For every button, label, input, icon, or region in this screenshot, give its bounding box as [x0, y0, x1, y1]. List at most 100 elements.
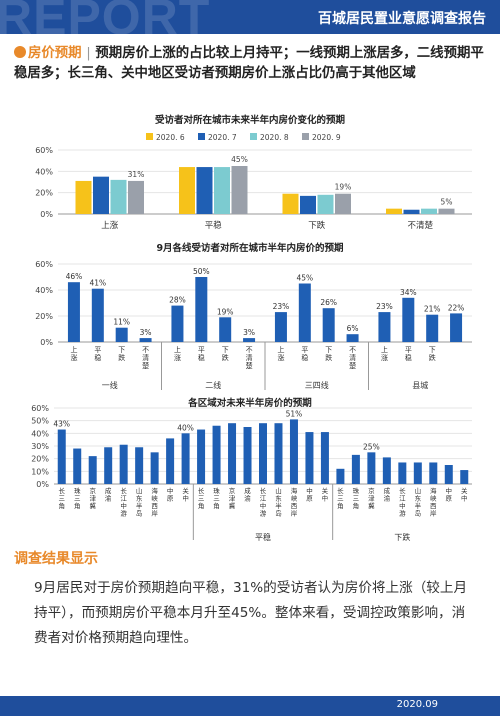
- bar: [139, 338, 152, 342]
- bar: [181, 433, 190, 484]
- data-label: 25%: [363, 442, 380, 451]
- x-tick-label: 上涨: [277, 345, 284, 362]
- header-watermark: REPORT: [0, 0, 211, 34]
- x-tick-label: 中原: [167, 486, 174, 503]
- bar: [398, 462, 407, 484]
- legend-swatch: [250, 133, 257, 140]
- x-tick-label: 珠三角: [213, 486, 220, 510]
- chart-city-tier-expectation: 9月各线受访者对所在城市半年内房价的预期 0% 20% 40% 60% 46% 上涨 41% 平…: [35, 242, 472, 390]
- bar: [196, 167, 213, 214]
- bar: [336, 468, 345, 484]
- y-tick-label: 0%: [36, 480, 49, 489]
- data-label: 23%: [273, 302, 290, 311]
- bar: [67, 282, 80, 342]
- x-tick-label: 关中: [322, 486, 329, 503]
- bar: [212, 425, 221, 484]
- bar: [119, 444, 128, 484]
- x-tick-label: 成渝: [384, 486, 391, 503]
- bar: [403, 209, 420, 214]
- x-tick-label: 长三角: [58, 486, 65, 510]
- summary-text: 9月居民对于房价预期趋向平稳，31%的受访者认为房价将上涨（较上月持平），而预期…: [34, 580, 468, 646]
- data-label: 43%: [53, 420, 70, 429]
- data-label: 45%: [231, 155, 248, 164]
- x-tick-label: 下跌: [222, 346, 229, 362]
- x-tick-label: 上涨: [70, 345, 77, 362]
- bar: [382, 457, 391, 484]
- x-tick-label: 京津冀: [229, 486, 236, 510]
- bullet-dot-icon: [14, 46, 26, 58]
- page-footer: 2020.09: [0, 696, 500, 716]
- x-tick-label: 京津冀: [368, 486, 375, 510]
- bar: [305, 432, 314, 484]
- x-tick-label: 山东半岛: [415, 486, 422, 518]
- y-tick-label: 60%: [35, 146, 53, 155]
- group-label: 二线: [205, 380, 221, 390]
- bar: [179, 167, 195, 214]
- bar: [413, 462, 422, 484]
- y-tick-label: 0%: [40, 338, 53, 347]
- bar: [243, 427, 252, 484]
- x-tick-label: 珠三角: [353, 486, 360, 510]
- data-label: 22%: [448, 303, 465, 312]
- x-tick-label: 平稳: [94, 346, 101, 362]
- group-label: 县城: [412, 381, 428, 390]
- bar: [231, 166, 248, 214]
- bar: [320, 432, 329, 484]
- data-label: 3%: [140, 328, 152, 337]
- legend-swatch: [198, 133, 205, 140]
- y-tick-label: 0%: [40, 210, 53, 219]
- bar: [426, 314, 439, 342]
- legend-swatch: [146, 133, 153, 140]
- bar: [104, 447, 113, 484]
- x-tick-label: 平稳: [205, 220, 223, 231]
- x-tick-label: 长三角: [198, 486, 205, 510]
- x-tick-label: 海峡西岸: [291, 486, 298, 518]
- bar: [171, 305, 184, 342]
- y-tick-label: 40%: [35, 167, 53, 176]
- bar: [135, 447, 144, 484]
- bar: [243, 338, 256, 342]
- y-tick-label: 20%: [35, 189, 53, 198]
- x-tick-label: 海峡西岸: [151, 486, 158, 518]
- bar: [195, 277, 208, 342]
- data-label: 6%: [347, 324, 359, 333]
- data-label: 50%: [193, 267, 210, 276]
- bar: [351, 454, 360, 484]
- y-tick-label: 20%: [31, 455, 49, 464]
- legend-label: 2020. 6: [156, 133, 185, 142]
- x-tick-label: 下跌: [429, 346, 436, 362]
- bar: [166, 438, 175, 484]
- x-tick-label: 长江中游: [260, 486, 267, 518]
- section-title: 调查结果显示: [14, 551, 98, 567]
- bar: [460, 470, 469, 484]
- x-tick-label: 珠三角: [74, 486, 81, 510]
- group-label: 下跌: [394, 532, 410, 542]
- bar: [402, 297, 415, 342]
- x-tick-label: 不清楚: [142, 346, 149, 370]
- chart-title: 各区域对未来半年房价的预期: [187, 397, 312, 409]
- x-tick-label: 不清楚: [407, 220, 433, 231]
- bar: [444, 465, 453, 484]
- bar: [438, 208, 455, 214]
- headline-tag: 房价预期: [28, 46, 82, 61]
- data-label: 46%: [66, 272, 83, 281]
- legend-label: 2020. 9: [312, 133, 341, 142]
- bar: [219, 317, 232, 342]
- bar: [367, 452, 376, 484]
- data-label: 51%: [286, 409, 303, 418]
- data-label: 21%: [424, 305, 441, 314]
- y-tick-label: 60%: [35, 260, 53, 269]
- x-tick-label: 下跌: [308, 220, 326, 231]
- x-tick-label: 海峡西岸: [430, 486, 437, 518]
- x-tick-label: 成渝: [244, 486, 251, 503]
- data-label: 40%: [177, 423, 194, 432]
- y-tick-label: 10%: [31, 467, 49, 476]
- x-tick-label: 长三角: [337, 486, 344, 510]
- bar: [73, 448, 82, 484]
- group-label: 平稳: [255, 532, 271, 542]
- bar: [386, 208, 402, 214]
- bar: [289, 419, 298, 484]
- x-tick-label: 平稳: [198, 346, 205, 362]
- bar: [57, 429, 66, 484]
- bar: [317, 194, 334, 214]
